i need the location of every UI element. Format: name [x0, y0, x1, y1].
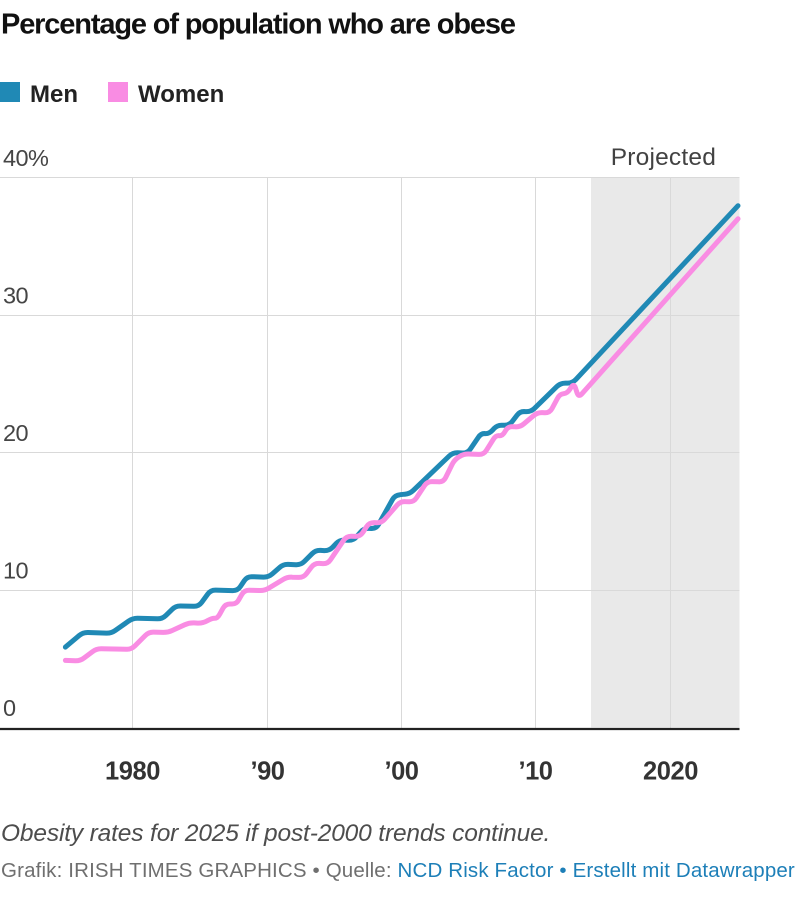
- svg-text:Women: Women: [138, 81, 224, 108]
- svg-text:20: 20: [3, 420, 29, 446]
- svg-text:Obesity rates for 2025 if post: Obesity rates for 2025 if post-2000 tren…: [1, 820, 550, 847]
- svg-text:’10: ’10: [518, 758, 552, 786]
- svg-text:’00: ’00: [384, 758, 418, 786]
- svg-text:1980: 1980: [105, 758, 160, 786]
- svg-text:Projected: Projected: [611, 144, 716, 171]
- svg-text:Grafik: IRISH TIMES GRAPHICS •: Grafik: IRISH TIMES GRAPHICS • Quelle: N…: [1, 859, 795, 882]
- svg-text:2020: 2020: [643, 758, 698, 786]
- svg-text:Percentage of population who a: Percentage of population who are obese: [1, 9, 516, 41]
- svg-text:40%: 40%: [3, 145, 49, 171]
- svg-text:’90: ’90: [250, 758, 284, 786]
- svg-text:0: 0: [3, 695, 16, 721]
- svg-text:10: 10: [3, 558, 29, 584]
- svg-text:Men: Men: [30, 81, 78, 108]
- svg-text:30: 30: [3, 283, 29, 309]
